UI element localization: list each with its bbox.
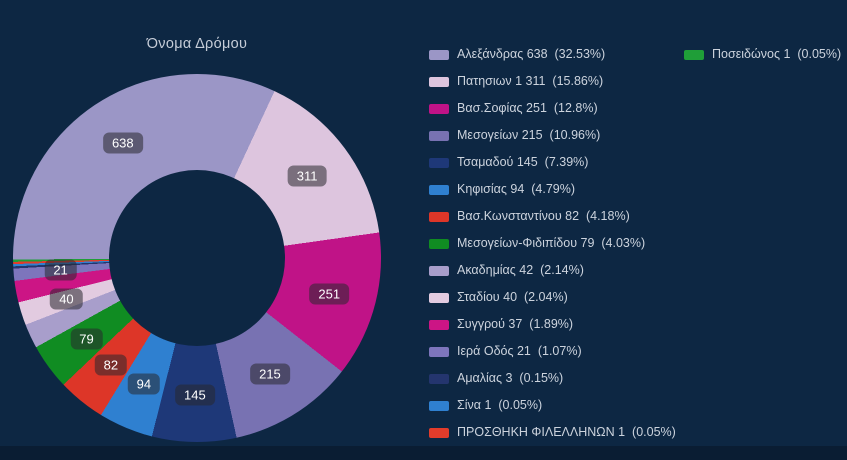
donut-hole [109,170,285,346]
legend-item[interactable]: Σταδίου 40 (2.04%) [429,284,676,311]
legend-item-label: Αμαλίας 3 (0.15%) [457,371,564,386]
legend-item[interactable]: Πατησιων 1 311 (15.86%) [429,68,676,95]
donut-chart[interactable] [13,74,381,442]
legend-item-label: Πατησιων 1 311 (15.86%) [457,74,604,89]
legend-item-label: Ακαδημίας 42 (2.14%) [457,263,584,278]
legend-swatch [429,130,449,141]
legend-item-label: Μεσογείων 215 (10.96%) [457,128,601,143]
slice-label-badge: 215 [250,363,290,385]
legend-item[interactable]: Βασ.Κωνσταντίνου 82 (4.18%) [429,203,676,230]
legend-item[interactable]: Συγγρού 37 (1.89%) [429,311,676,338]
legend-column-1: Αλεξάνδρας 638 (32.53%) Πατησιων 1 311 (1… [429,41,676,446]
legend-swatch [429,157,449,168]
legend-swatch [684,49,704,60]
legend-item[interactable]: Αμαλίας 3 (0.15%) [429,365,676,392]
legend-swatch [429,76,449,87]
legend-item-label: Σταδίου 40 (2.04%) [457,290,568,305]
legend-swatch [429,427,449,438]
legend-item-label: Αλεξάνδρας 638 (32.53%) [457,47,606,62]
legend-item[interactable]: Βασ.Σοφίας 251 (12.8%) [429,95,676,122]
legend-item-label: Βασ.Σοφίας 251 (12.8%) [457,101,598,116]
slice-label-badge: 40 [50,288,83,310]
chart-title: Όνομα Δρόμου [146,36,248,52]
legend-swatch [429,103,449,114]
slice-label-badge: 311 [287,165,327,187]
legend-item[interactable]: Μεσογείων-Φιδιπίδου 79 (4.03%) [429,230,676,257]
legend-item[interactable]: Σίνα 1 (0.05%) [429,392,676,419]
legend-item-label: Ποσειδώνος 1 (0.05%) [712,47,842,62]
legend-swatch [429,265,449,276]
bottom-strip [0,446,847,460]
legend-item[interactable]: ΠΡΟΣΘΗΚΗ ΦΙΛΕΛΛΗΝΩΝ 1 (0.05%) [429,419,676,446]
legend-swatch [429,184,449,195]
legend-swatch [429,238,449,249]
legend-item-label: Συγγρού 37 (1.89%) [457,317,574,332]
slice-label-badge: 94 [127,373,161,395]
legend-column-2: Ποσειδώνος 1 (0.05%) [684,41,841,68]
legend-swatch [429,49,449,60]
slice-label-badge: 638 [102,132,143,154]
legend-item[interactable]: Μεσογείων 215 (10.96%) [429,122,676,149]
legend-swatch [429,373,449,384]
legend-swatch [429,211,449,222]
legend-item[interactable]: Ποσειδώνος 1 (0.05%) [684,41,841,68]
legend-item[interactable]: Τσαμαδού 145 (7.39%) [429,149,676,176]
legend-item-label: Μεσογείων-Φιδιπίδου 79 (4.03%) [457,236,646,251]
slice-label-badge: 79 [70,328,103,350]
legend-item-label: Σίνα 1 (0.05%) [457,398,543,413]
slice-label-badge: 145 [175,384,215,406]
legend-item-label: Ιερά Οδός 21 (1.07%) [457,344,582,359]
legend-item-label: Βασ.Κωνσταντίνου 82 (4.18%) [457,209,630,224]
legend-swatch [429,319,449,330]
legend-item[interactable]: Κηφισίας 94 (4.79%) [429,176,676,203]
legend-swatch [429,346,449,357]
slice-label-badge: 251 [309,283,350,305]
legend-item[interactable]: Αλεξάνδρας 638 (32.53%) [429,41,676,68]
legend-item-label: ΠΡΟΣΘΗΚΗ ΦΙΛΕΛΛΗΝΩΝ 1 (0.05%) [457,425,676,440]
legend-item[interactable]: Ακαδημίας 42 (2.14%) [429,257,676,284]
legend-swatch [429,400,449,411]
slice-label-badge: 82 [94,354,128,375]
legend-item-label: Τσαμαδού 145 (7.39%) [457,155,589,170]
legend-item[interactable]: Ιερά Οδός 21 (1.07%) [429,338,676,365]
legend-swatch [429,292,449,303]
slice-label-badge: 21 [44,259,77,281]
legend-item-label: Κηφισίας 94 (4.79%) [457,182,576,197]
